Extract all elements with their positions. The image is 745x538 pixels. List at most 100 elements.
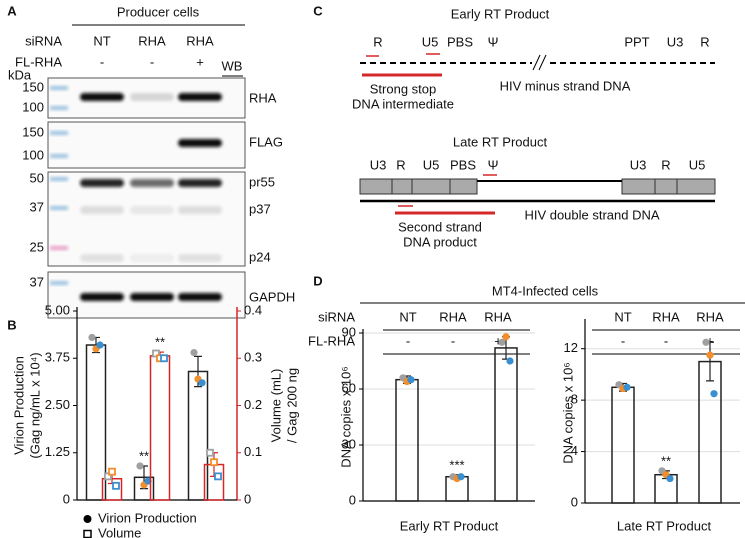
cell: RHA [439, 309, 467, 324]
region-label: Ψ [488, 34, 499, 49]
region-label: R [661, 157, 670, 172]
panel-letter: A [7, 3, 17, 18]
cell: - [621, 333, 625, 348]
bar [494, 347, 518, 502]
data-point [206, 448, 214, 457]
data-point [152, 349, 160, 358]
ladder-band [50, 131, 68, 135]
cell: NT [399, 309, 416, 324]
tick-label: 0.3 [244, 350, 262, 365]
tick-label: 0 [571, 494, 578, 509]
ltr-box [391, 178, 413, 195]
data-point [112, 481, 120, 490]
ltr-box [676, 178, 716, 195]
data-point [210, 458, 218, 467]
cell: RHA [138, 33, 166, 48]
tick-label: 1.25 [45, 444, 70, 459]
cell: RHA [652, 309, 680, 324]
panel-letter: C [313, 3, 323, 18]
region-label: Ψ [488, 157, 499, 172]
legend-label: Volume [98, 525, 141, 538]
product-label: DNA intermediate [352, 96, 454, 111]
data-point [104, 472, 112, 481]
tick-label: 0 [349, 492, 356, 507]
blot-band [130, 206, 174, 214]
legend-label: Virion Production [98, 510, 197, 525]
blot-band [130, 293, 174, 301]
region-label: R [700, 34, 709, 49]
blot-band [178, 139, 222, 147]
blot-band [130, 179, 174, 187]
data-point [502, 333, 510, 341]
product-label: Strong stop [370, 81, 437, 96]
blot-band [130, 254, 174, 262]
header: Producer cells [117, 4, 200, 19]
data-point [666, 474, 674, 483]
marker-label: 25 [30, 239, 44, 254]
protein-label: p24 [249, 249, 271, 264]
data-point [498, 338, 506, 346]
ladder-band [50, 154, 68, 158]
cell: + [494, 333, 502, 348]
tick-label: 0.1 [244, 444, 262, 459]
data-point [407, 376, 415, 384]
cell: - [406, 333, 410, 348]
data-point [623, 383, 631, 391]
row-label: FL-RHA [308, 333, 355, 348]
header: MT4-Infected cells [492, 283, 599, 298]
legend-marker [83, 529, 92, 538]
region-label: U5 [689, 157, 706, 172]
blot-band [130, 93, 174, 101]
ladder-band [50, 281, 68, 285]
kda-label: kDa [8, 67, 32, 82]
y-axis-label: DNA copies x 10⁶ [560, 362, 575, 463]
cell: - [150, 54, 154, 69]
tick-label: 4 [571, 443, 578, 458]
diagram-title: Late RT Product [453, 134, 548, 149]
marker-label: 100 [22, 147, 44, 162]
product-label: Second strand [398, 219, 482, 234]
blot-band [80, 93, 124, 101]
ladder-band [50, 206, 68, 210]
tick-label: 0.2 [244, 397, 262, 412]
bar [611, 386, 635, 504]
region-label: U3 [630, 157, 647, 172]
blot-band [178, 293, 222, 301]
region-label: R [396, 157, 405, 172]
panel-letter: D [313, 273, 322, 288]
data-point [214, 472, 222, 481]
cell: NT [93, 33, 110, 48]
region-label: U3 [370, 157, 387, 172]
data-point [136, 462, 144, 470]
ltr-box [359, 178, 393, 195]
blot-band [80, 179, 124, 187]
tick-label: 2.50 [45, 397, 70, 412]
annotation: ** [661, 453, 671, 468]
ladder-band [50, 177, 68, 181]
blot-band [80, 254, 124, 262]
cell: - [664, 333, 668, 348]
region-label: PBS [450, 157, 476, 172]
data-point [190, 348, 198, 357]
row-label: siRNA [25, 33, 62, 48]
protein-label: pr55 [249, 174, 275, 189]
marker-label: 150 [22, 124, 44, 139]
blot-band [178, 206, 222, 214]
tick-label: 5.00 [45, 302, 70, 317]
diagram-title: Early RT Product [451, 6, 550, 21]
annotation: ** [139, 448, 149, 463]
row-label: siRNA [318, 309, 355, 324]
data-point [88, 333, 96, 342]
cell: RHA [484, 309, 512, 324]
ltr-box [654, 178, 678, 195]
region-label: R [373, 34, 382, 49]
marker-label: 37 [30, 274, 44, 289]
data-point [108, 467, 116, 476]
annotation: *** [449, 457, 464, 472]
cell: + [706, 333, 714, 348]
data-point [706, 351, 714, 359]
y-axis-label: (Gag ng/mL x 10⁴) [27, 352, 42, 458]
strand-label: HIV double strand DNA [524, 207, 659, 222]
bar [85, 344, 107, 501]
region-label: PPT [624, 34, 649, 49]
